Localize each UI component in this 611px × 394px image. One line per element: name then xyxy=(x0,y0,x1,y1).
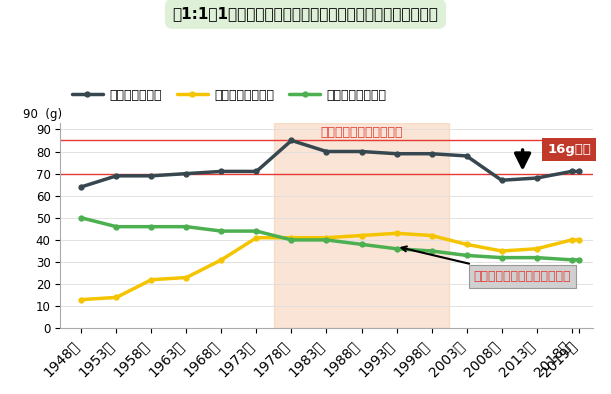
動物性たんぱく質 xyxy=(428,233,435,238)
動物性たんぱく質 xyxy=(148,277,155,282)
Text: 90  (g): 90 (g) xyxy=(23,108,62,121)
植物性たんぱく質 xyxy=(78,216,85,220)
動物性たんぱく質 xyxy=(218,257,225,262)
たんぱく質全体 xyxy=(358,149,365,154)
たんぱく質全体 xyxy=(533,176,540,180)
動物性たんぱく質 xyxy=(253,235,260,240)
動物性たんぱく質 xyxy=(533,246,540,251)
Bar xyxy=(274,123,449,328)
動物性たんぱく質 xyxy=(463,242,470,247)
植物性たんぱく質 xyxy=(568,257,576,262)
Legend: たんぱく質全体, 動物性たんぱく質, 植物性たんぱく質: たんぱく質全体, 動物性たんぱく質, 植物性たんぱく質 xyxy=(67,84,392,107)
植物性たんぱく質 xyxy=(533,255,540,260)
Text: 植物性たんぱく質が年々減少: 植物性たんぱく質が年々減少 xyxy=(401,247,571,283)
動物性たんぱく質 xyxy=(112,295,120,300)
たんぱく質全体 xyxy=(148,173,155,178)
植物性たんぱく質 xyxy=(393,246,400,251)
たんぱく質全体 xyxy=(393,151,400,156)
動物性たんぱく質 xyxy=(78,297,85,302)
たんぱく質全体 xyxy=(288,138,295,143)
Text: 16g減少: 16g減少 xyxy=(547,143,591,156)
植物性たんぱく質 xyxy=(358,242,365,247)
Line: 動物性たんぱく質: 動物性たんぱく質 xyxy=(79,231,581,302)
植物性たんぱく質 xyxy=(323,238,330,242)
たんぱく質全体 xyxy=(428,151,435,156)
たんぱく質全体 xyxy=(78,184,85,189)
植物性たんぱく質 xyxy=(253,229,260,234)
Line: たんぱく質全体: たんぱく質全体 xyxy=(79,138,581,189)
植物性たんぱく質 xyxy=(183,224,190,229)
たんぱく質全体 xyxy=(463,154,470,158)
動物性たんぱく質 xyxy=(323,235,330,240)
動物性たんぱく質 xyxy=(183,275,190,280)
たんぱく質全体 xyxy=(218,169,225,174)
植物性たんぱく質 xyxy=(463,253,470,258)
Text: 図1:1人1日あたりのたんぱく質の摂取量　平均値の年次推移: 図1:1人1日あたりのたんぱく質の摂取量 平均値の年次推移 xyxy=(172,6,439,21)
植物性たんぱく質 xyxy=(148,224,155,229)
動物性たんぱく質 xyxy=(288,235,295,240)
動物性たんぱく質 xyxy=(568,238,576,242)
動物性たんぱく質 xyxy=(358,233,365,238)
動物性たんぱく質 xyxy=(575,238,582,242)
植物性たんぱく質 xyxy=(428,249,435,253)
たんぱく質全体 xyxy=(253,169,260,174)
植物性たんぱく質 xyxy=(498,255,505,260)
たんぱく質全体 xyxy=(498,178,505,182)
植物性たんぱく質 xyxy=(288,238,295,242)
たんぱく質全体 xyxy=(323,149,330,154)
植物性たんぱく質 xyxy=(218,229,225,234)
たんぱく質全体 xyxy=(112,173,120,178)
Line: 植物性たんぱく質: 植物性たんぱく質 xyxy=(79,216,581,262)
植物性たんぱく質 xyxy=(575,257,582,262)
動物性たんぱく質 xyxy=(498,249,505,253)
動物性たんぱく質 xyxy=(393,231,400,236)
たんぱく質全体 xyxy=(183,171,190,176)
植物性たんぱく質 xyxy=(112,224,120,229)
たんぱく質全体 xyxy=(568,169,576,174)
たんぱく質全体 xyxy=(575,169,582,174)
Text: たんぱく質摂取量ピーク: たんぱく質摂取量ピーク xyxy=(320,126,403,139)
